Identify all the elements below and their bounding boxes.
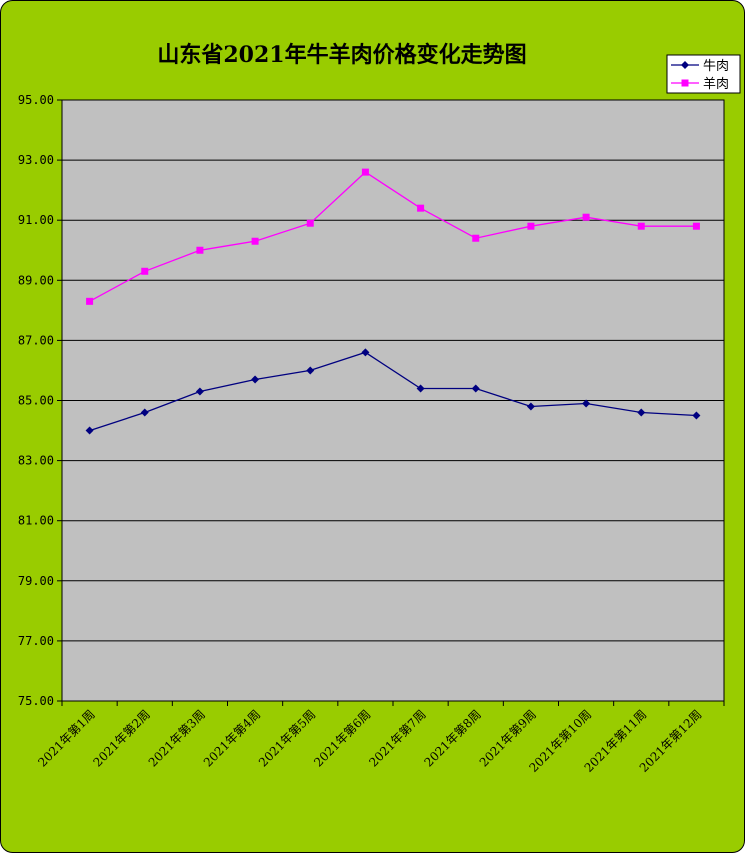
data-point-square [86,297,94,305]
legend-box [666,54,741,94]
data-point-square [472,234,480,242]
data-point-square [361,168,369,176]
data-point-diamond [637,408,646,417]
y-tick-label: 87.00 [18,333,54,347]
data-point-diamond [306,366,315,375]
y-tick-label: 89.00 [18,273,54,287]
legend-label-1: 牛肉 [703,59,729,74]
y-tick-label: 77.00 [18,634,54,648]
legend-marker-square [681,79,689,87]
data-point-diamond [692,411,701,420]
data-point-diamond [361,348,370,357]
series-line-2 [89,171,697,302]
data-point-square [196,246,204,254]
y-tick-label: 75.00 [18,694,54,708]
data-point-square [527,222,535,230]
plot-area: 95.00 93.00 91.00 89.00 87.00 85.00 83.00 81.00… [18,93,725,775]
data-point-diamond [195,387,204,396]
series-line-1 [89,351,697,432]
data-point-square [306,219,314,227]
data-point-square [692,222,700,230]
data-point-diamond [582,399,591,408]
y-tick-label: 81.00 [18,514,54,528]
y-tick-label: 83.00 [18,454,54,468]
data-point-square [141,267,149,275]
data-point-square [417,204,425,212]
data-point-diamond [416,384,425,393]
y-tick-label: 93.00 [18,153,54,167]
y-tick-label: 91.00 [18,213,54,227]
chart-title: 山东省2021年牛羊肉价格变化走势图 [157,42,526,68]
legend-marker-diamond [681,61,689,69]
y-tick-label: 79.00 [18,574,54,588]
data-point-square [582,213,590,221]
data-point-diamond [85,426,94,435]
data-point-diamond [471,384,480,393]
legend-label-2: 羊肉 [703,76,729,92]
data-point-diamond [140,408,149,417]
data-point-square [637,222,645,230]
y-tick-label: 85.00 [18,394,54,408]
data-point-diamond [526,402,535,411]
data-point-square [251,237,259,245]
data-point-diamond [251,375,260,384]
y-tick-label: 95.00 [18,93,54,107]
